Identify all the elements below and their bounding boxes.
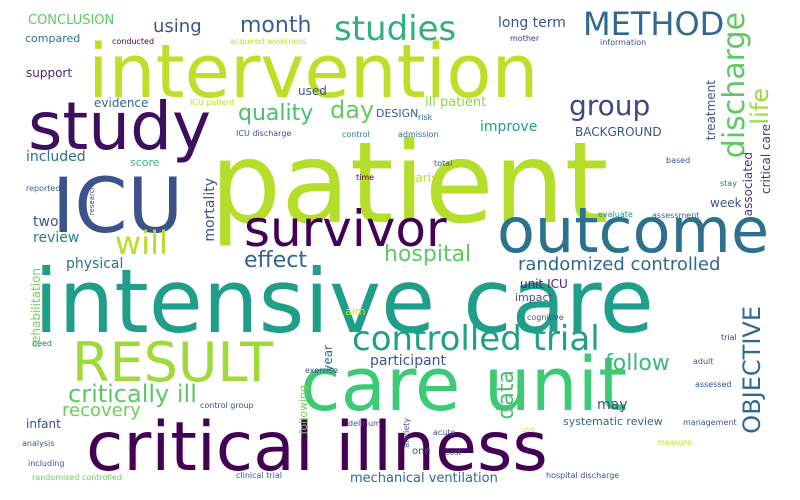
word-participant: participant [370, 353, 447, 369]
word-time: time [356, 173, 375, 182]
word-hospital-discharge: hospital discharge [546, 471, 620, 480]
word-will: will [115, 224, 168, 262]
word-controlled-trial: controlled trial [352, 319, 600, 359]
word-infant: infant [26, 417, 61, 431]
word-delirium: delirium [348, 419, 381, 428]
word-acute: acute [433, 428, 456, 437]
word-cognitive: cognitive [527, 313, 564, 322]
word-month: month [240, 13, 312, 38]
word-exercise: exercise [305, 366, 339, 375]
word-mechanical-ventilation: mechanical ventilation [350, 471, 498, 486]
word-using: using [153, 16, 202, 37]
word-mother: mother [510, 34, 540, 43]
word-trial: trial [721, 333, 737, 342]
word-management: management [683, 418, 737, 427]
word-critical-care: critical care [759, 124, 773, 195]
word-cost: cost [445, 448, 462, 457]
word-studies: studies [334, 9, 457, 49]
word-two: two [33, 214, 59, 230]
word-intervention: intervention [88, 29, 539, 115]
word-long-term: long term [498, 15, 566, 31]
word-improve: improve [480, 119, 538, 135]
word-including: including [28, 459, 65, 468]
word-critically-ill: critically ill [68, 380, 197, 408]
word-assessed: assessed [695, 380, 732, 389]
word-conclusion: CONCLUSION [28, 13, 115, 28]
word-measure: measure [657, 438, 692, 447]
word-compared: compared [25, 32, 81, 45]
word-mortality: mortality [202, 178, 218, 242]
word-hospital: hospital [384, 242, 472, 267]
word-may: may [597, 397, 628, 413]
word-score: score [130, 156, 160, 169]
word-life: life [746, 88, 774, 125]
word-follow: follow [605, 351, 670, 376]
word-acquired-weakness: acquired weakness [230, 37, 307, 46]
word-group: group [569, 89, 651, 122]
word-following: following [297, 385, 310, 435]
word-conducted: conducted [112, 37, 155, 46]
word-icu-patient: ICU patient [190, 98, 235, 107]
word-total: total [434, 159, 453, 168]
word-control-group: control group [200, 401, 254, 410]
word-outcome: outcome [497, 194, 770, 267]
word-week: week [710, 196, 742, 210]
word-analysis: analysis [22, 439, 55, 448]
word-survivor: survivor [244, 200, 447, 258]
word-evaluate: evaluate [598, 210, 633, 219]
word-patient: patient [210, 119, 609, 249]
word-study: study [28, 88, 212, 165]
word-treatment: treatment [704, 80, 718, 141]
word-randomized-controlled: randomized controlled [518, 254, 721, 275]
word-admission: admission [398, 130, 439, 139]
word-randomised-controlled: randomised controlled [32, 473, 122, 482]
word-evidence: evidence [94, 96, 149, 110]
word-day: day [330, 96, 375, 124]
word-physical: physical [66, 256, 124, 272]
word-method: METHOD [583, 5, 725, 43]
word-quality: quality [238, 101, 314, 126]
word-design: DESIGN [376, 107, 419, 120]
word-research: research [88, 185, 96, 216]
word-discharge: discharge [717, 12, 752, 159]
word-effect: effect [244, 248, 307, 273]
word-support: support [26, 66, 73, 80]
word-data: data [494, 370, 519, 420]
word-included: included [26, 149, 86, 165]
word-background: BACKGROUND [575, 125, 662, 139]
word-information: information [600, 38, 647, 47]
word-result: RESULT [72, 331, 274, 394]
word-stay: stay [720, 179, 737, 188]
word-impact: impact [515, 291, 553, 304]
word-anxiety: anxiety [402, 418, 411, 448]
word-associated: associated [741, 152, 755, 217]
word-risk: risk [418, 113, 433, 122]
word-one: one [412, 446, 431, 457]
word-based: based [666, 156, 691, 165]
word-ill-patient: ill patient [425, 95, 487, 110]
word-adult: adult [693, 357, 714, 366]
word-unit-icu: unit ICU [520, 277, 568, 291]
word-rehabilitation: rehabilitation [29, 268, 43, 348]
word-year: year [321, 345, 335, 372]
word-assessment: assessment [652, 211, 700, 220]
word-aim: aim [345, 305, 366, 318]
word-used: used [298, 84, 327, 98]
word-recovery: recovery [62, 400, 141, 421]
word-review: review [33, 230, 80, 246]
word-use: use [521, 425, 536, 434]
word-care-unit: care unit [300, 342, 628, 428]
word-control: control [342, 130, 370, 139]
word-reported: reported [26, 184, 61, 193]
word-need: need [32, 339, 52, 348]
word-critical-illness: critical illness [86, 408, 548, 487]
word-icu: ICU [52, 161, 184, 250]
word-icu-discharge: ICU discharge [236, 129, 292, 138]
word-systematic-review: systematic review [563, 415, 663, 428]
word-early: early [408, 171, 439, 185]
word-intensive-care: intensive care [34, 250, 654, 353]
word-objective: OBJECTIVE [738, 306, 766, 434]
word-clinical-trial: clinical trial [236, 471, 282, 480]
